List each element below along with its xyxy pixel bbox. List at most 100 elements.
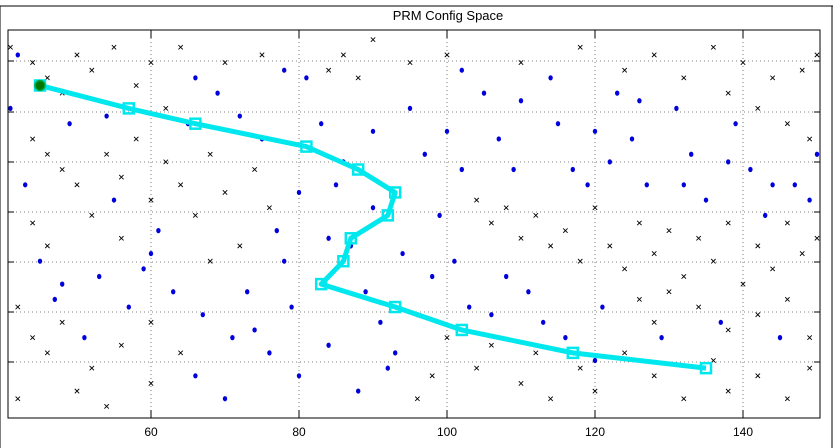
collision-mark-b [784,296,790,302]
free-sample [511,166,516,173]
collision-mark-b [59,319,65,325]
collision-sample [340,52,346,58]
collision-mark-b [681,396,687,402]
collision-mark-b [474,197,480,203]
collision-mark-b [474,365,480,371]
collision-mark-b [355,75,361,81]
collision-mark-b [799,67,805,73]
collision-mark-b [488,342,494,348]
free-sample [60,281,65,287]
collision-mark-b [681,75,687,81]
collision-sample [148,319,154,325]
collision-sample [474,197,480,203]
free-sample [726,159,731,165]
collision-sample [681,75,687,81]
free-sample [370,205,376,211]
collision-sample [784,121,790,127]
free-sample [467,304,472,310]
free-sample [659,335,664,341]
free-sample [370,128,376,134]
collision-sample [444,52,450,58]
collision-sample [725,90,731,96]
collision-mark-b [696,235,702,241]
collision-sample [784,296,790,302]
collision-sample [207,151,213,157]
collision-sample [118,174,124,180]
free-sample [333,182,339,188]
collision-mark-b [622,266,628,272]
collision-mark-b [518,60,524,66]
grid-lines [8,30,820,418]
collision-sample [133,136,139,142]
collision-mark-b [651,319,657,325]
collision-sample [414,396,420,402]
collision-sample [755,243,761,249]
path-node [351,163,365,176]
collision-mark-b [636,220,642,226]
collision-mark-b [807,136,813,142]
free-sample [8,105,13,111]
collision-sample [814,235,820,241]
collision-sample [725,388,731,394]
free-sample [733,121,738,127]
free-sample [748,166,753,173]
free-sample [267,350,272,356]
collision-mark-b [207,151,213,157]
collision-mark-b [577,44,583,50]
collision-sample [59,167,65,173]
free-sample [585,182,590,188]
collision-sample [710,258,716,264]
collision-sample [607,243,613,249]
path-node [344,232,358,245]
collision-sample [784,220,790,226]
collision-mark-b [252,167,258,173]
collision-sample [592,205,598,211]
collision-mark-b [178,44,184,50]
path-node [388,300,402,314]
collision-sample [178,44,184,50]
collision-sample [222,189,228,195]
collision-sample [651,251,657,257]
collision-mark-b [133,136,139,142]
collision-mark-b [74,388,80,394]
free-sample [689,151,694,157]
collision-sample [326,67,332,73]
collision-sample [111,44,117,50]
collision-sample [577,258,583,264]
collision-sample [148,60,154,66]
collision-sample [178,182,184,188]
free-sample [289,304,294,310]
free-sample [156,228,161,234]
path-node [381,209,395,222]
collision-sample [548,243,554,249]
collision-sample [784,396,790,402]
collision-sample [370,37,376,43]
collision-sample [74,52,80,58]
collision-mark-b [651,251,657,257]
collision-sample [407,60,413,66]
start-marker [34,79,46,92]
free-sample [459,67,464,73]
collision-mark-b [207,258,213,264]
collision-sample [429,373,435,379]
free-sample [23,182,28,188]
collision-mark-b [622,350,628,356]
free-sample [356,388,361,394]
free-sample [526,289,531,295]
collision-sample [59,319,65,325]
free-sample [563,335,568,341]
collision-sample [222,60,228,66]
free-sample [67,121,72,127]
free-sample [452,258,457,264]
collision-mark-b [784,220,790,226]
collision-mark-b [163,105,169,111]
collision-sample [474,365,480,371]
collision-mark-b [666,289,672,295]
collision-mark-b [118,342,124,348]
free-sample [282,258,287,264]
free-sample [222,396,228,402]
collision-mark-b [30,136,36,142]
free-sample [237,113,242,119]
path-node [699,361,713,375]
collision-sample [44,151,50,157]
